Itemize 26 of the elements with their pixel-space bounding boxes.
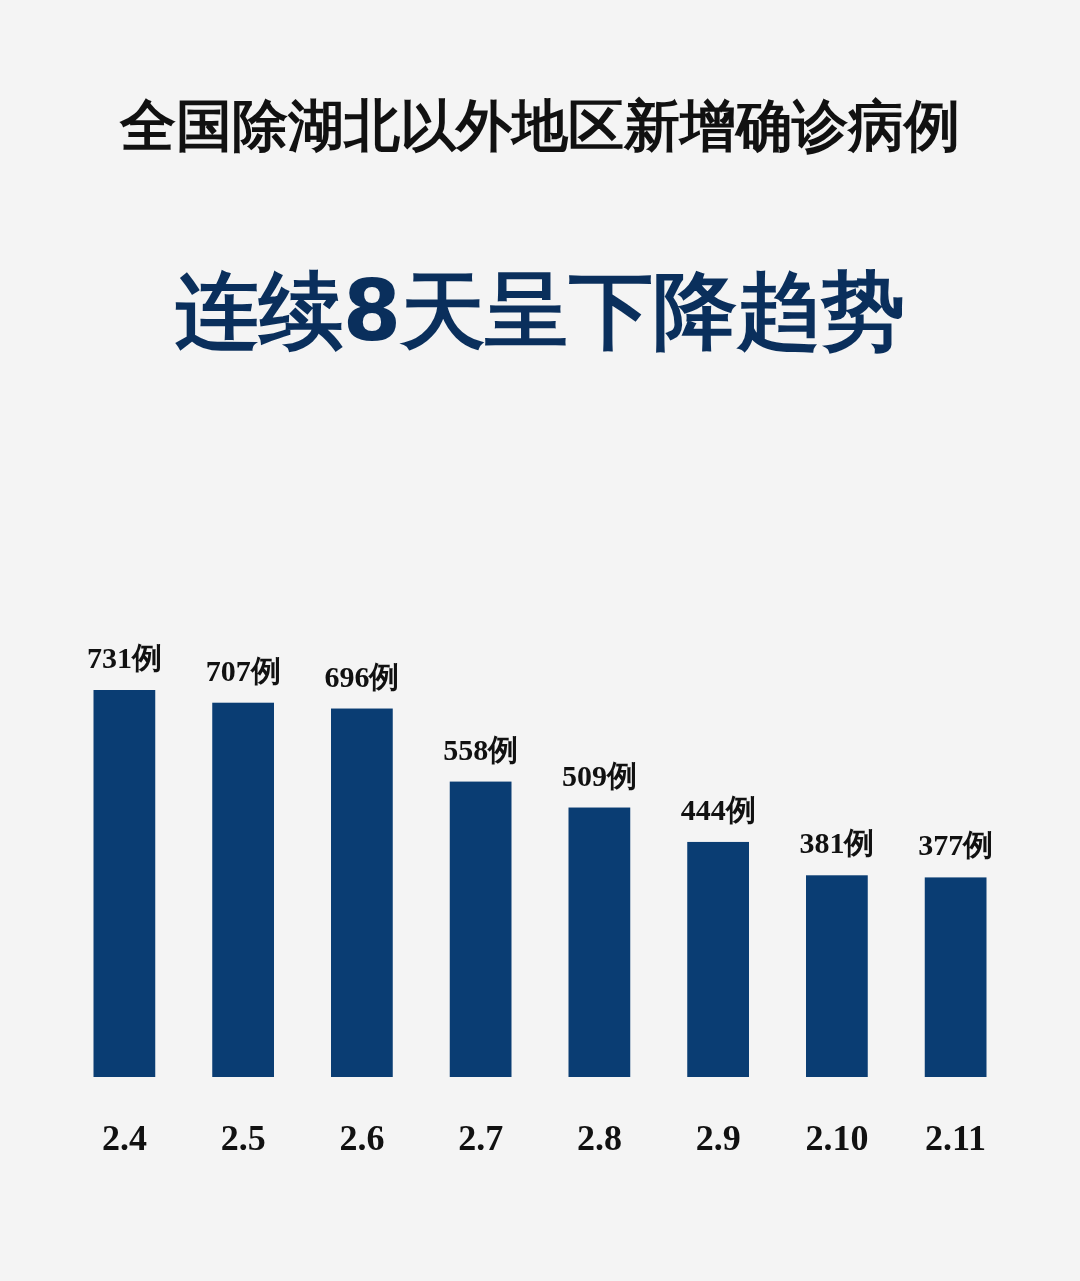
x-tick-label: 2.10 <box>805 1118 869 1158</box>
bar <box>212 702 274 1077</box>
bar <box>687 841 749 1077</box>
data-label: 558例 <box>443 732 519 766</box>
data-label: 707例 <box>205 653 281 687</box>
x-tick-label: 2.9 <box>695 1118 741 1158</box>
data-label: 444例 <box>680 792 756 826</box>
bar <box>806 875 868 1077</box>
x-tick-label: 2.7 <box>458 1118 504 1158</box>
bar <box>93 690 156 1077</box>
chart-title: 全国除湖北以外地区新增确诊病例 <box>119 93 960 158</box>
x-tick-label: 2.4 <box>101 1118 147 1158</box>
bar <box>924 877 987 1077</box>
x-tick-label: 2.5 <box>220 1118 266 1158</box>
bar <box>568 807 631 1077</box>
bar <box>449 781 512 1077</box>
data-label: 509例 <box>561 758 637 792</box>
data-label: 381例 <box>799 826 875 860</box>
x-tick-label: 2.8 <box>576 1118 622 1158</box>
bar <box>331 708 393 1077</box>
data-label: 696例 <box>324 659 400 693</box>
data-label: 377例 <box>918 828 994 862</box>
chart-subtitle: 连续8天呈下降趋势 <box>174 262 906 360</box>
x-tick-label: 2.11 <box>925 1118 987 1158</box>
data-label: 731例 <box>86 641 162 674</box>
x-tick-label: 2.6 <box>339 1118 385 1158</box>
